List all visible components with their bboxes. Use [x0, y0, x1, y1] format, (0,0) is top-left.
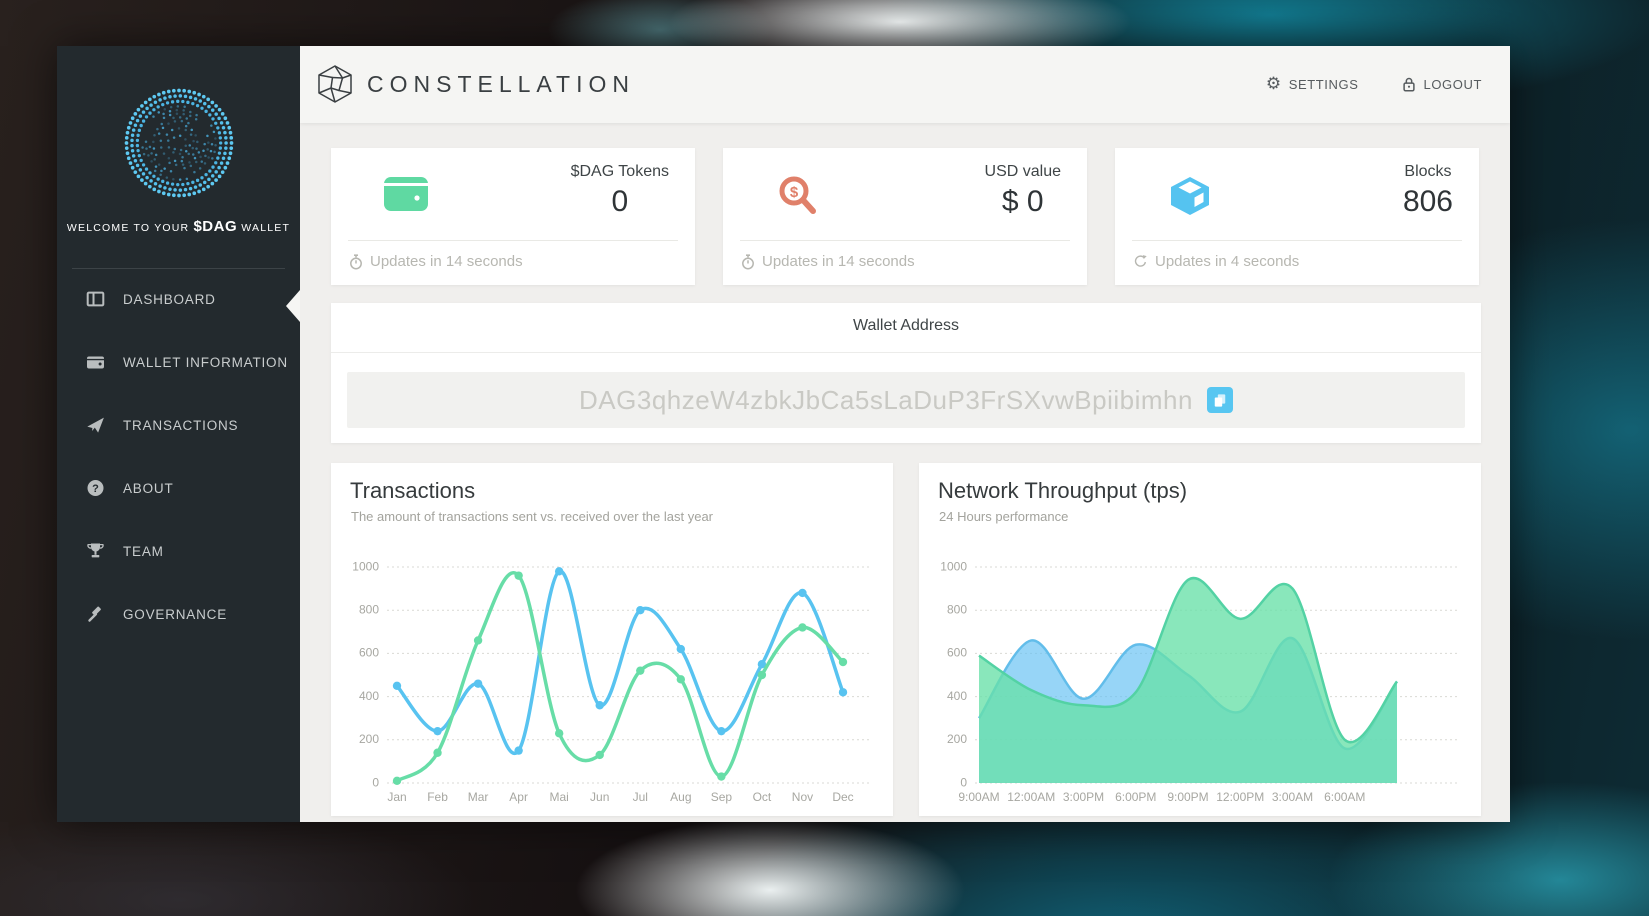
sidebar: WELCOME TO YOUR $DAG WALLET DASHBOARD WA… — [57, 46, 300, 822]
sidebar-item-about[interactable]: ? ABOUT — [57, 467, 300, 509]
svg-text:?: ? — [92, 483, 99, 495]
sidebar-item-label: GOVERNANCE — [123, 606, 228, 622]
settings-button[interactable]: ⚙ SETTINGS — [1265, 74, 1359, 94]
lock-icon — [1402, 77, 1415, 92]
stat-footer-text: Updates in 14 seconds — [370, 253, 523, 270]
wallet-address-box: DAG3qhzeW4zbkJbCa5sLaDuP3FrSXvwBpiibimhn — [347, 372, 1465, 428]
network-throughput-chart-card: Network Throughput (tps) 24 Hours perfor… — [919, 463, 1481, 816]
transactions-chart-card: Transactions The amount of transactions … — [331, 463, 893, 816]
throughput-area-chart — [929, 551, 1471, 809]
constellation-hex-logo — [318, 65, 352, 103]
sidebar-item-label: WALLET INFORMATION — [123, 354, 288, 370]
stat-footer-text: Updates in 4 seconds — [1155, 253, 1300, 270]
throughput-chart-title: Network Throughput (tps) — [938, 478, 1188, 503]
stat-card-usd-value: $ USD value $ 0 Updates in 14 seconds — [723, 148, 1087, 285]
top-header: CONSTELLATION ⚙ SETTINGS LOGOUT — [300, 46, 1510, 123]
wallet-app-window: WELCOME TO YOUR $DAG WALLET DASHBOARD WA… — [57, 46, 1510, 822]
logout-button[interactable]: LOGOUT — [1401, 76, 1483, 93]
transactions-chart-subtitle: The amount of transactions sent vs. rece… — [351, 509, 714, 524]
stat-card-blocks: Blocks 806 Updates in 4 seconds — [1115, 148, 1479, 285]
sidebar-item-team[interactable]: TEAM — [57, 530, 300, 572]
gavel-icon — [86, 605, 105, 623]
cube-icon — [1167, 174, 1213, 223]
wallet-address-card: Wallet Address DAG3qhzeW4zbkJbCa5sLaDuP3… — [331, 303, 1481, 443]
stat-card-dag-tokens: $DAG Tokens 0 Updates in 14 seconds — [331, 148, 695, 285]
copy-icon — [1214, 393, 1226, 407]
dag-dotted-globe-logo — [124, 88, 233, 198]
throughput-chart-subtitle: 24 Hours performance — [939, 509, 1069, 524]
sidebar-item-label: TRANSACTIONS — [123, 417, 239, 433]
active-item-arrow — [286, 290, 300, 322]
stat-title: USD value — [984, 163, 1061, 180]
clock-icon — [742, 253, 754, 269]
sidebar-item-transactions[interactable]: TRANSACTIONS — [57, 404, 300, 446]
sidebar-item-wallet-information[interactable]: WALLET INFORMATION — [57, 341, 300, 383]
sidebar-divider — [72, 268, 285, 269]
transactions-line-chart — [341, 551, 883, 809]
header-brand: CONSTELLATION — [315, 64, 635, 104]
wallet-icon — [383, 174, 429, 219]
wallet-icon — [86, 353, 105, 371]
send-icon — [86, 416, 105, 434]
sidebar-item-label: TEAM — [123, 543, 164, 559]
wallet-address-value: DAG3qhzeW4zbkJbCa5sLaDuP3FrSXvwBpiibimhn — [579, 384, 1193, 415]
sidebar-item-label: DASHBOARD — [123, 291, 216, 307]
dollar-search-icon: $ — [775, 174, 821, 223]
wallet-address-title: Wallet Address — [852, 317, 960, 334]
dashboard-content: $DAG Tokens 0 Updates in 14 seconds $ US… — [300, 123, 1510, 822]
sidebar-item-governance[interactable]: GOVERNANCE — [57, 593, 300, 635]
stat-value: 0 — [611, 185, 629, 218]
sidebar-item-label: ABOUT — [123, 480, 174, 496]
copy-address-button[interactable] — [1206, 387, 1233, 413]
stat-footer-text: Updates in 14 seconds — [762, 253, 915, 270]
sidebar-item-dashboard[interactable]: DASHBOARD — [57, 278, 300, 322]
stat-value: $ 0 — [1001, 185, 1044, 218]
dashboard-icon — [86, 290, 105, 308]
stat-value: 806 — [1402, 185, 1453, 218]
refresh-icon — [1134, 255, 1147, 267]
sidebar-menu: DASHBOARD WALLET INFORMATION TRANSACTION… — [57, 278, 300, 656]
clock-icon — [350, 253, 362, 269]
trophy-icon — [86, 542, 105, 560]
main-area: CONSTELLATION ⚙ SETTINGS LOGOUT — [300, 46, 1510, 822]
welcome-text: WELCOME TO YOUR $DAG WALLET — [66, 218, 291, 235]
stat-title: Blocks — [1404, 163, 1452, 180]
svg-text:$: $ — [790, 184, 799, 201]
transactions-chart-title: Transactions — [350, 478, 476, 503]
question-icon: ? — [86, 479, 105, 497]
stat-title: $DAG Tokens — [570, 163, 669, 180]
gear-icon: ⚙ — [1265, 74, 1282, 94]
brand-name: CONSTELLATION — [367, 70, 635, 97]
